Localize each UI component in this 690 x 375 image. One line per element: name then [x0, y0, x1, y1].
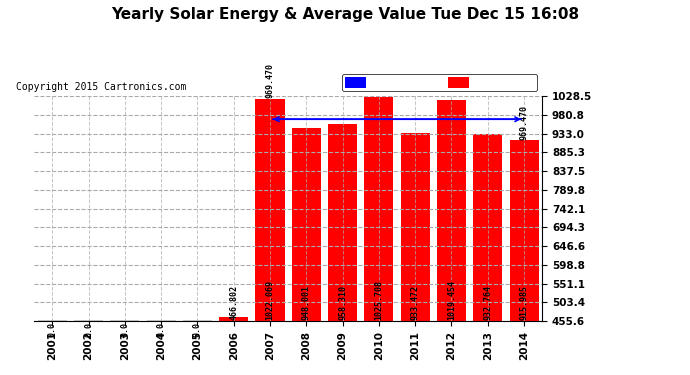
Text: 948.001: 948.001 [302, 285, 310, 320]
Text: 1025.708: 1025.708 [375, 280, 384, 320]
Text: 915.985: 915.985 [520, 285, 529, 320]
Bar [473, 134, 502, 321]
Legend: Average ($), Yearly ($): Average ($), Yearly ($) [342, 74, 537, 91]
Text: 958.310: 958.310 [338, 285, 347, 320]
Text: 0.0: 0.0 [84, 322, 93, 337]
Bar [364, 97, 393, 321]
Text: 0.0: 0.0 [120, 322, 129, 337]
Bar [292, 128, 321, 321]
Text: 1022.069: 1022.069 [266, 280, 275, 320]
Text: 932.764: 932.764 [483, 285, 492, 320]
Text: 1019.454: 1019.454 [447, 280, 456, 320]
Text: Copyright 2015 Cartronics.com: Copyright 2015 Cartronics.com [16, 81, 186, 92]
Bar [219, 317, 248, 321]
Text: 969.470: 969.470 [266, 63, 275, 98]
Bar [255, 99, 284, 321]
Text: 933.472: 933.472 [411, 285, 420, 320]
Text: 0.0: 0.0 [193, 322, 202, 337]
Bar [328, 124, 357, 321]
Text: 0.0: 0.0 [157, 322, 166, 337]
Bar [401, 134, 430, 321]
Text: 0.0: 0.0 [48, 322, 57, 337]
Text: 969.470: 969.470 [520, 105, 529, 140]
Text: 466.802: 466.802 [229, 285, 238, 320]
Bar [437, 100, 466, 321]
Text: Yearly Solar Energy & Average Value Tue Dec 15 16:08: Yearly Solar Energy & Average Value Tue … [111, 8, 579, 22]
Bar [509, 140, 539, 321]
